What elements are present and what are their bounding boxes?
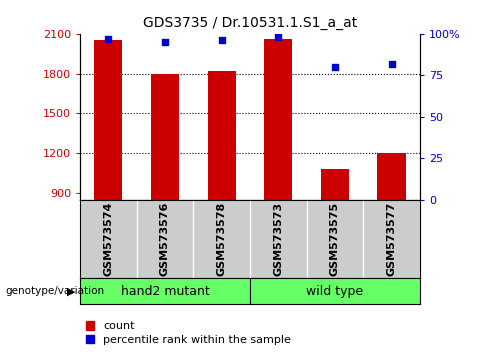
Title: GDS3735 / Dr.10531.1.S1_a_at: GDS3735 / Dr.10531.1.S1_a_at: [143, 16, 357, 30]
Text: GSM573574: GSM573574: [104, 202, 114, 276]
Point: [331, 64, 339, 70]
Point: [388, 61, 396, 67]
Text: GSM573576: GSM573576: [160, 202, 170, 276]
Text: GSM573577: GSM573577: [386, 202, 396, 276]
Legend: count, percentile rank within the sample: count, percentile rank within the sample: [86, 321, 291, 345]
Point: [104, 36, 112, 41]
Text: GSM573573: GSM573573: [274, 202, 283, 276]
Text: genotype/variation: genotype/variation: [5, 286, 104, 296]
Text: GSM573575: GSM573575: [330, 202, 340, 276]
Point: [218, 38, 226, 43]
Point: [274, 34, 282, 40]
Bar: [321, 170, 349, 313]
Text: ▶: ▶: [66, 286, 75, 296]
Text: hand2 mutant: hand2 mutant: [120, 285, 210, 298]
Bar: [378, 153, 406, 313]
Bar: [94, 40, 122, 313]
Bar: [151, 74, 179, 313]
Text: wild type: wild type: [306, 285, 364, 298]
Bar: [264, 39, 292, 313]
Text: GSM573578: GSM573578: [216, 202, 226, 276]
Point: [161, 39, 169, 45]
Bar: [208, 71, 236, 313]
